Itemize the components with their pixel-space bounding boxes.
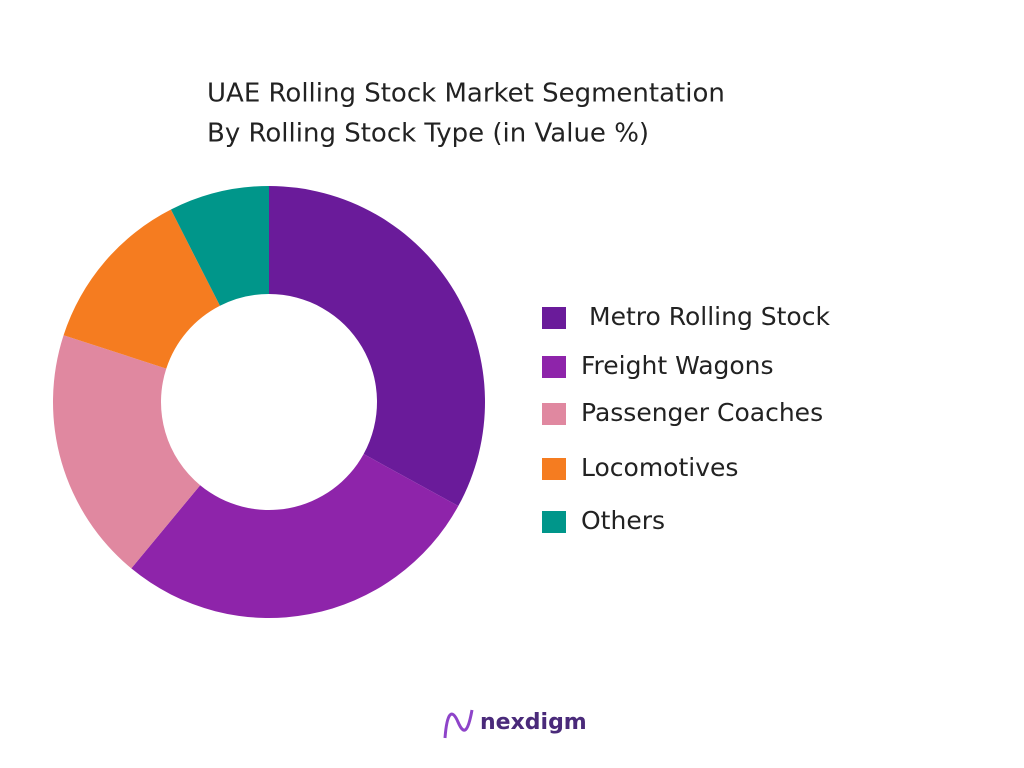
brand-name: nexdigm xyxy=(480,710,587,735)
slice xyxy=(53,335,201,569)
legend-label: Metro Rolling Stock xyxy=(589,302,830,331)
legend-swatch xyxy=(542,511,566,533)
slice xyxy=(269,186,485,507)
legend-label: Others xyxy=(581,506,665,535)
legend-label: Passenger Coaches xyxy=(581,398,823,427)
legend-swatch xyxy=(542,458,566,480)
legend-label: Freight Wagons xyxy=(581,351,774,380)
legend-label: Locomotives xyxy=(581,453,738,482)
legend-swatch xyxy=(542,403,566,425)
slice xyxy=(131,454,459,618)
logo-icon xyxy=(443,709,474,739)
chart-title: By Rolling Stock Type (in Value %) xyxy=(207,119,649,149)
slice xyxy=(170,186,269,306)
legend-swatch xyxy=(542,356,566,378)
slice xyxy=(63,209,220,369)
chart-title: UAE Rolling Stock Market Segmentation xyxy=(207,79,725,109)
legend-swatch xyxy=(542,307,566,329)
logo: nexdigm xyxy=(443,709,587,739)
